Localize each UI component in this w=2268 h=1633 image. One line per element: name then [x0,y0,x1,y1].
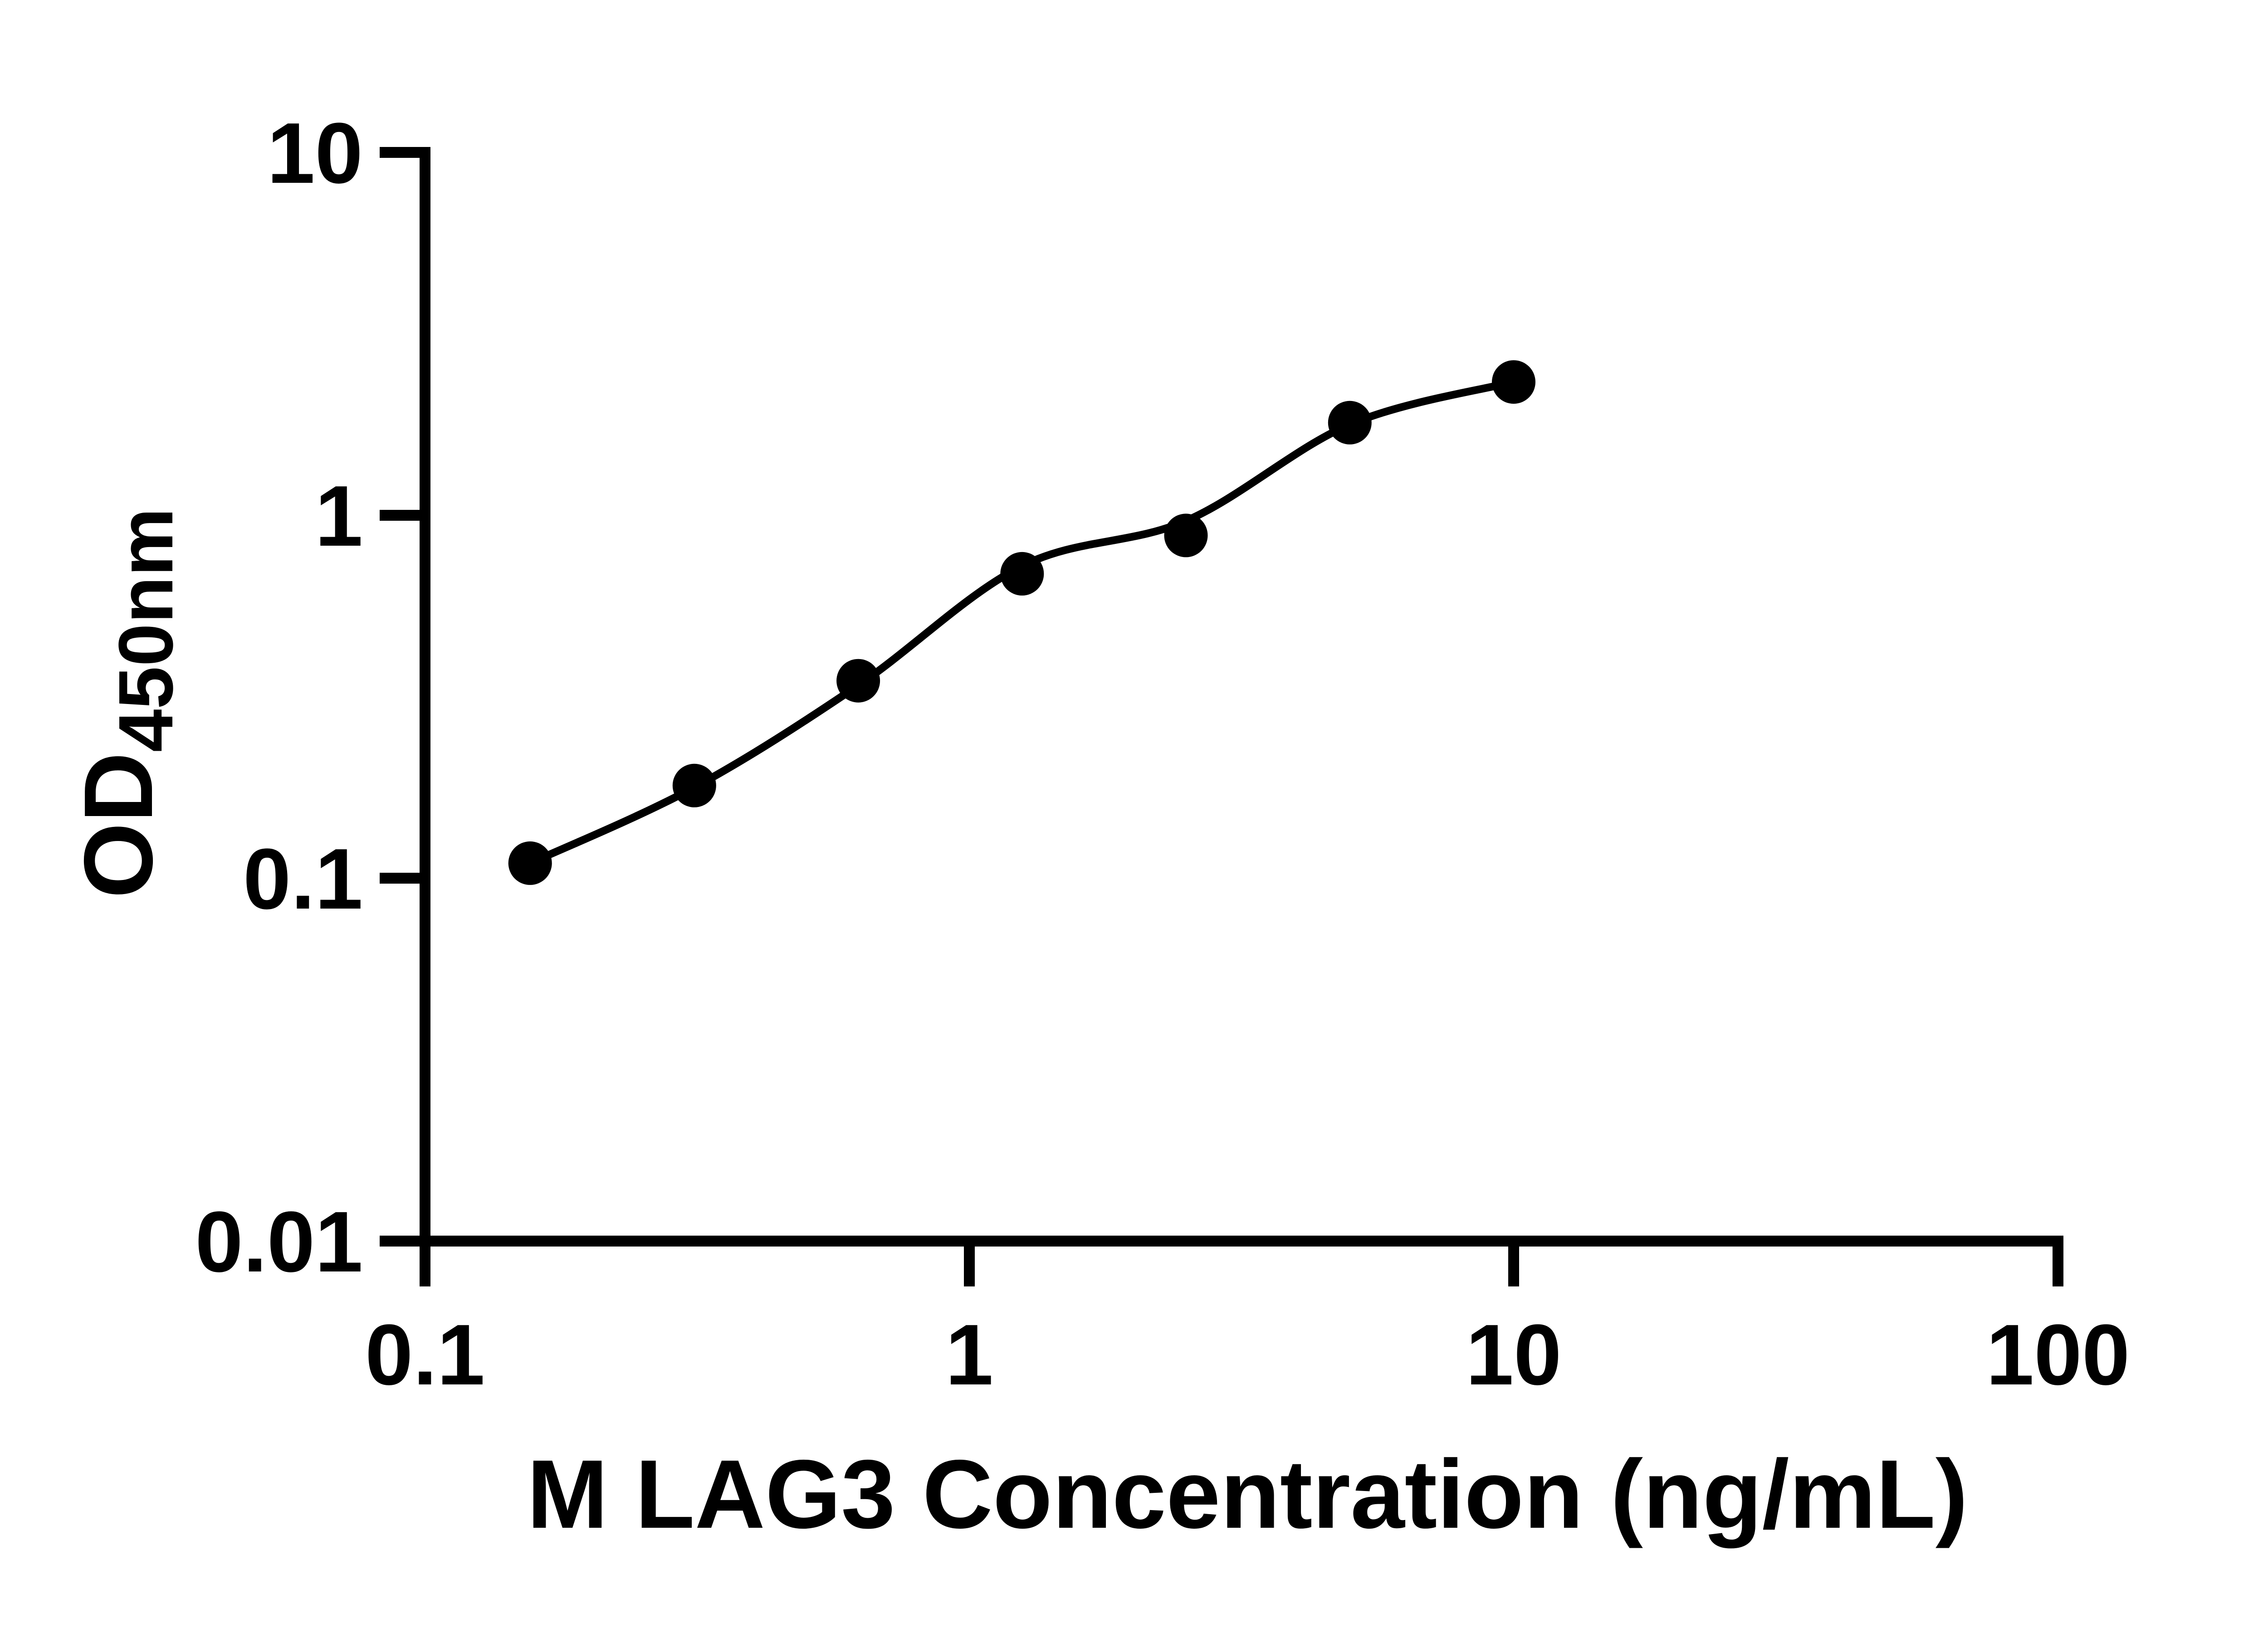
y-axis-title: OD450nm [64,508,189,898]
data-point-marker [672,763,716,807]
y-tick-label: 10 [267,105,363,201]
x-axis-title: M LAG3 Concentration (ng/mL) [527,1439,1968,1549]
y-tick-label: 0.1 [243,831,363,927]
x-tick-label: 100 [1986,1307,2130,1403]
data-point-marker [1328,401,1372,445]
data-point-marker [1000,552,1044,596]
data-point-marker [1164,513,1208,557]
x-tick-label: 10 [1466,1307,1561,1403]
x-tick-label: 1 [945,1307,993,1403]
data-point-marker [836,659,880,703]
y-tick-label: 0.01 [195,1194,363,1290]
y-tick-label: 1 [315,468,363,564]
y-axis-title-subscript: 450nm [103,508,189,752]
data-point-marker [508,841,552,885]
y-axis-title-main: OD [64,752,173,899]
data-point-marker [1492,360,1535,404]
x-tick-label: 0.1 [365,1307,485,1403]
